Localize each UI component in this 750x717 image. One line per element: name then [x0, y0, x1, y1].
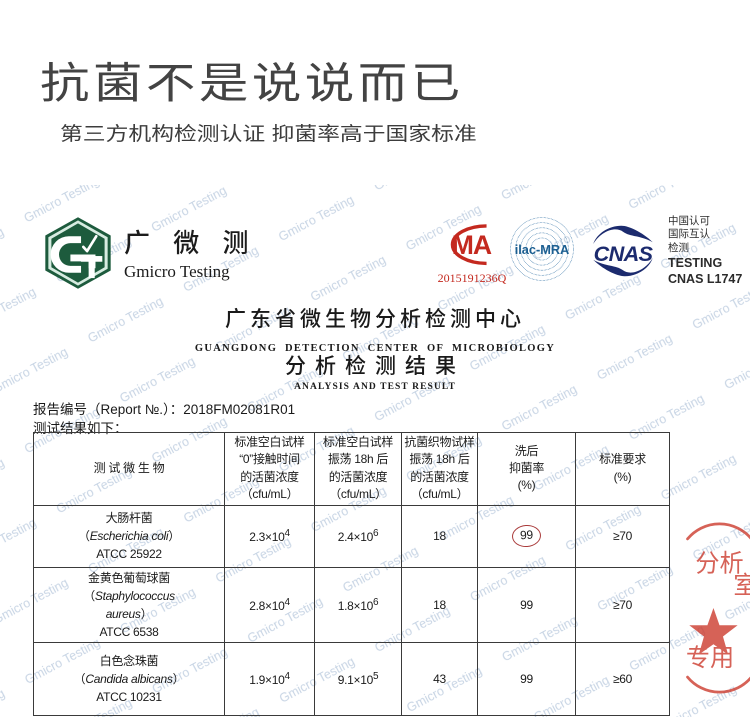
svg-text:ilac-MRA: ilac-MRA	[515, 242, 570, 257]
svg-text:MA: MA	[452, 230, 492, 260]
svg-text:CNAS: CNAS	[594, 241, 654, 266]
svg-text:专: 专	[686, 645, 710, 672]
svg-text:室: 室	[733, 572, 750, 599]
svg-text:用: 用	[710, 645, 734, 672]
